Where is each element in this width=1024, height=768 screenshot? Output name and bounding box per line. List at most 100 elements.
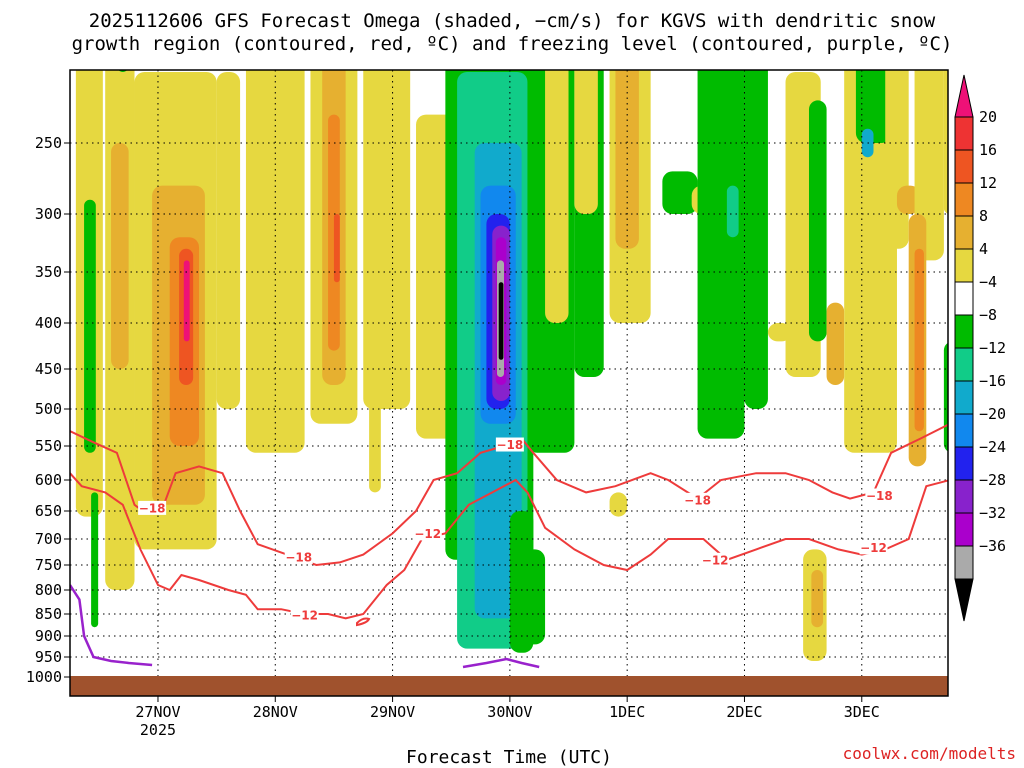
freezing-level-contour [70, 584, 153, 667]
colorbar-swatch [954, 281, 974, 316]
colorbar-tick-label: −24 [979, 438, 1006, 456]
y-axis-tick-label: 250 [35, 134, 62, 152]
x-axis-tick-label: 3DEC [844, 703, 880, 721]
omega-cell [574, 70, 598, 214]
colorbar-tick-label: −32 [979, 504, 1006, 522]
omega-cell [333, 214, 340, 283]
colorbar-tick-label: −28 [979, 471, 1006, 489]
dgz-contour-line [70, 423, 948, 567]
y-axis-tick-label: 1000 [26, 668, 62, 686]
colorbar-min-arrow [954, 578, 974, 622]
omega-cell [808, 100, 827, 342]
y-axis-tick-label: 400 [35, 314, 62, 332]
contour-label-background [683, 492, 712, 507]
colorbar-swatch [954, 380, 974, 415]
omega-cell [811, 570, 824, 628]
dgz-contour-label: −18 [866, 489, 893, 503]
colorbar-tick-label: −36 [979, 537, 1006, 555]
y-axis-tick-label: 500 [35, 400, 62, 418]
dgz-contour-label: −12 [291, 608, 318, 622]
colorbar-swatch [954, 479, 974, 514]
dgz-contour-label: −12 [860, 541, 887, 555]
omega-cell [84, 199, 96, 453]
y-axis-tick-label: 450 [35, 360, 62, 378]
x-axis-tick-label: 29NOV [370, 703, 415, 721]
omega-cell [844, 70, 897, 453]
y-axis-tick-label: 850 [35, 605, 62, 623]
omega-cell [744, 70, 768, 409]
colorbar-swatch [954, 446, 974, 481]
colorbar-tick-label: −4 [979, 273, 997, 291]
colorbar-tick-label: −8 [979, 306, 997, 324]
contours: −18 −18 −18 −18 −18 −12 −12 −12 −12 [70, 423, 948, 669]
colorbar-swatch [954, 116, 974, 151]
y-axis-tick-label: 300 [35, 205, 62, 223]
omega-cell [943, 70, 948, 214]
chart-title-line2: growth region (contoured, red, ºC) and f… [72, 33, 953, 55]
contour-label-background [290, 607, 319, 622]
x-axis-title: Forecast Time (UTC) [406, 747, 612, 768]
contour-label-background [859, 540, 888, 555]
colorbar-tick-label: 12 [979, 174, 997, 192]
y-axis-tick-label: 700 [35, 530, 62, 548]
contour-label-background [495, 437, 524, 452]
y-axis-tick-label: 750 [35, 556, 62, 574]
y-axis-tick-label: 600 [35, 471, 62, 489]
colorbar-tick-label: 8 [979, 207, 988, 225]
omega-cell [245, 70, 305, 453]
ground-terrain [70, 676, 948, 696]
omega-cell [363, 70, 411, 409]
y-axis-tick-label: 800 [35, 581, 62, 599]
colorbar-tick-label: −20 [979, 405, 1006, 423]
colorbar-swatch [954, 248, 974, 283]
credit-link[interactable]: coolwx.com/modelts [843, 744, 1016, 763]
omega-cell [369, 393, 381, 493]
contour-label-background [865, 488, 894, 503]
omega-cell [855, 70, 892, 143]
dgz-contour-label: −12 [414, 527, 441, 541]
omega-cell [914, 248, 924, 432]
omega-cell [662, 171, 698, 214]
contour-label-background [138, 500, 167, 515]
colorbar-swatch [954, 413, 974, 448]
y-axis-tick-label: 350 [35, 263, 62, 281]
omega-cell [183, 260, 190, 342]
y-axis-tick-label: 650 [35, 502, 62, 520]
colorbar-tick-label: 20 [979, 108, 997, 126]
y-axis-tick-label: 900 [35, 627, 62, 645]
freezing-level-contour [462, 657, 540, 669]
colorbar: 20 16 12 8 4 −4 −8 −12 −16 −20 −24 −28 −32 −36 [954, 74, 1006, 622]
omega-cell [914, 70, 944, 261]
dgz-contour-label: −12 [702, 553, 729, 567]
x-axis-tick-label: 1DEC [609, 703, 645, 721]
y-axis-tick-label: 550 [35, 437, 62, 455]
contour-label-background [701, 552, 730, 567]
colorbar-swatch [954, 314, 974, 349]
x-axis-tick-label: 2DEC [726, 703, 762, 721]
y-axis: 250 300 350 400 450 500 550 600 650 700 750 800 850 9… [26, 134, 70, 686]
contour-label-background [284, 550, 313, 565]
colorbar-swatch [954, 545, 974, 580]
colorbar-swatch [954, 182, 974, 217]
omega-cell [111, 143, 129, 369]
dgz-contour-line [70, 472, 948, 620]
x-axis-tick-label: 27NOV [135, 703, 180, 721]
x-axis-tick-label: 30NOV [487, 703, 532, 721]
colorbar-swatch [954, 512, 974, 547]
colorbar-max-arrow [954, 74, 974, 118]
dgz-contour-label: −18 [139, 501, 166, 515]
colorbar-tick-label: −12 [979, 339, 1006, 357]
y-axis-tick-label: 950 [35, 648, 62, 666]
omega-cell [498, 282, 504, 360]
chart-title-line1: 2025112606 GFS Forecast Omega (shaded, −… [89, 10, 936, 32]
x-axis-year-label: 2025 [140, 721, 176, 739]
omega-cell [545, 70, 569, 323]
omega-cell [826, 302, 845, 385]
colorbar-swatch [954, 149, 974, 184]
dgz-contour-loop [356, 617, 371, 627]
omega-cell [216, 72, 241, 409]
dgz-contour-label: −18 [285, 551, 312, 565]
colorbar-tick-label: 4 [979, 240, 988, 258]
